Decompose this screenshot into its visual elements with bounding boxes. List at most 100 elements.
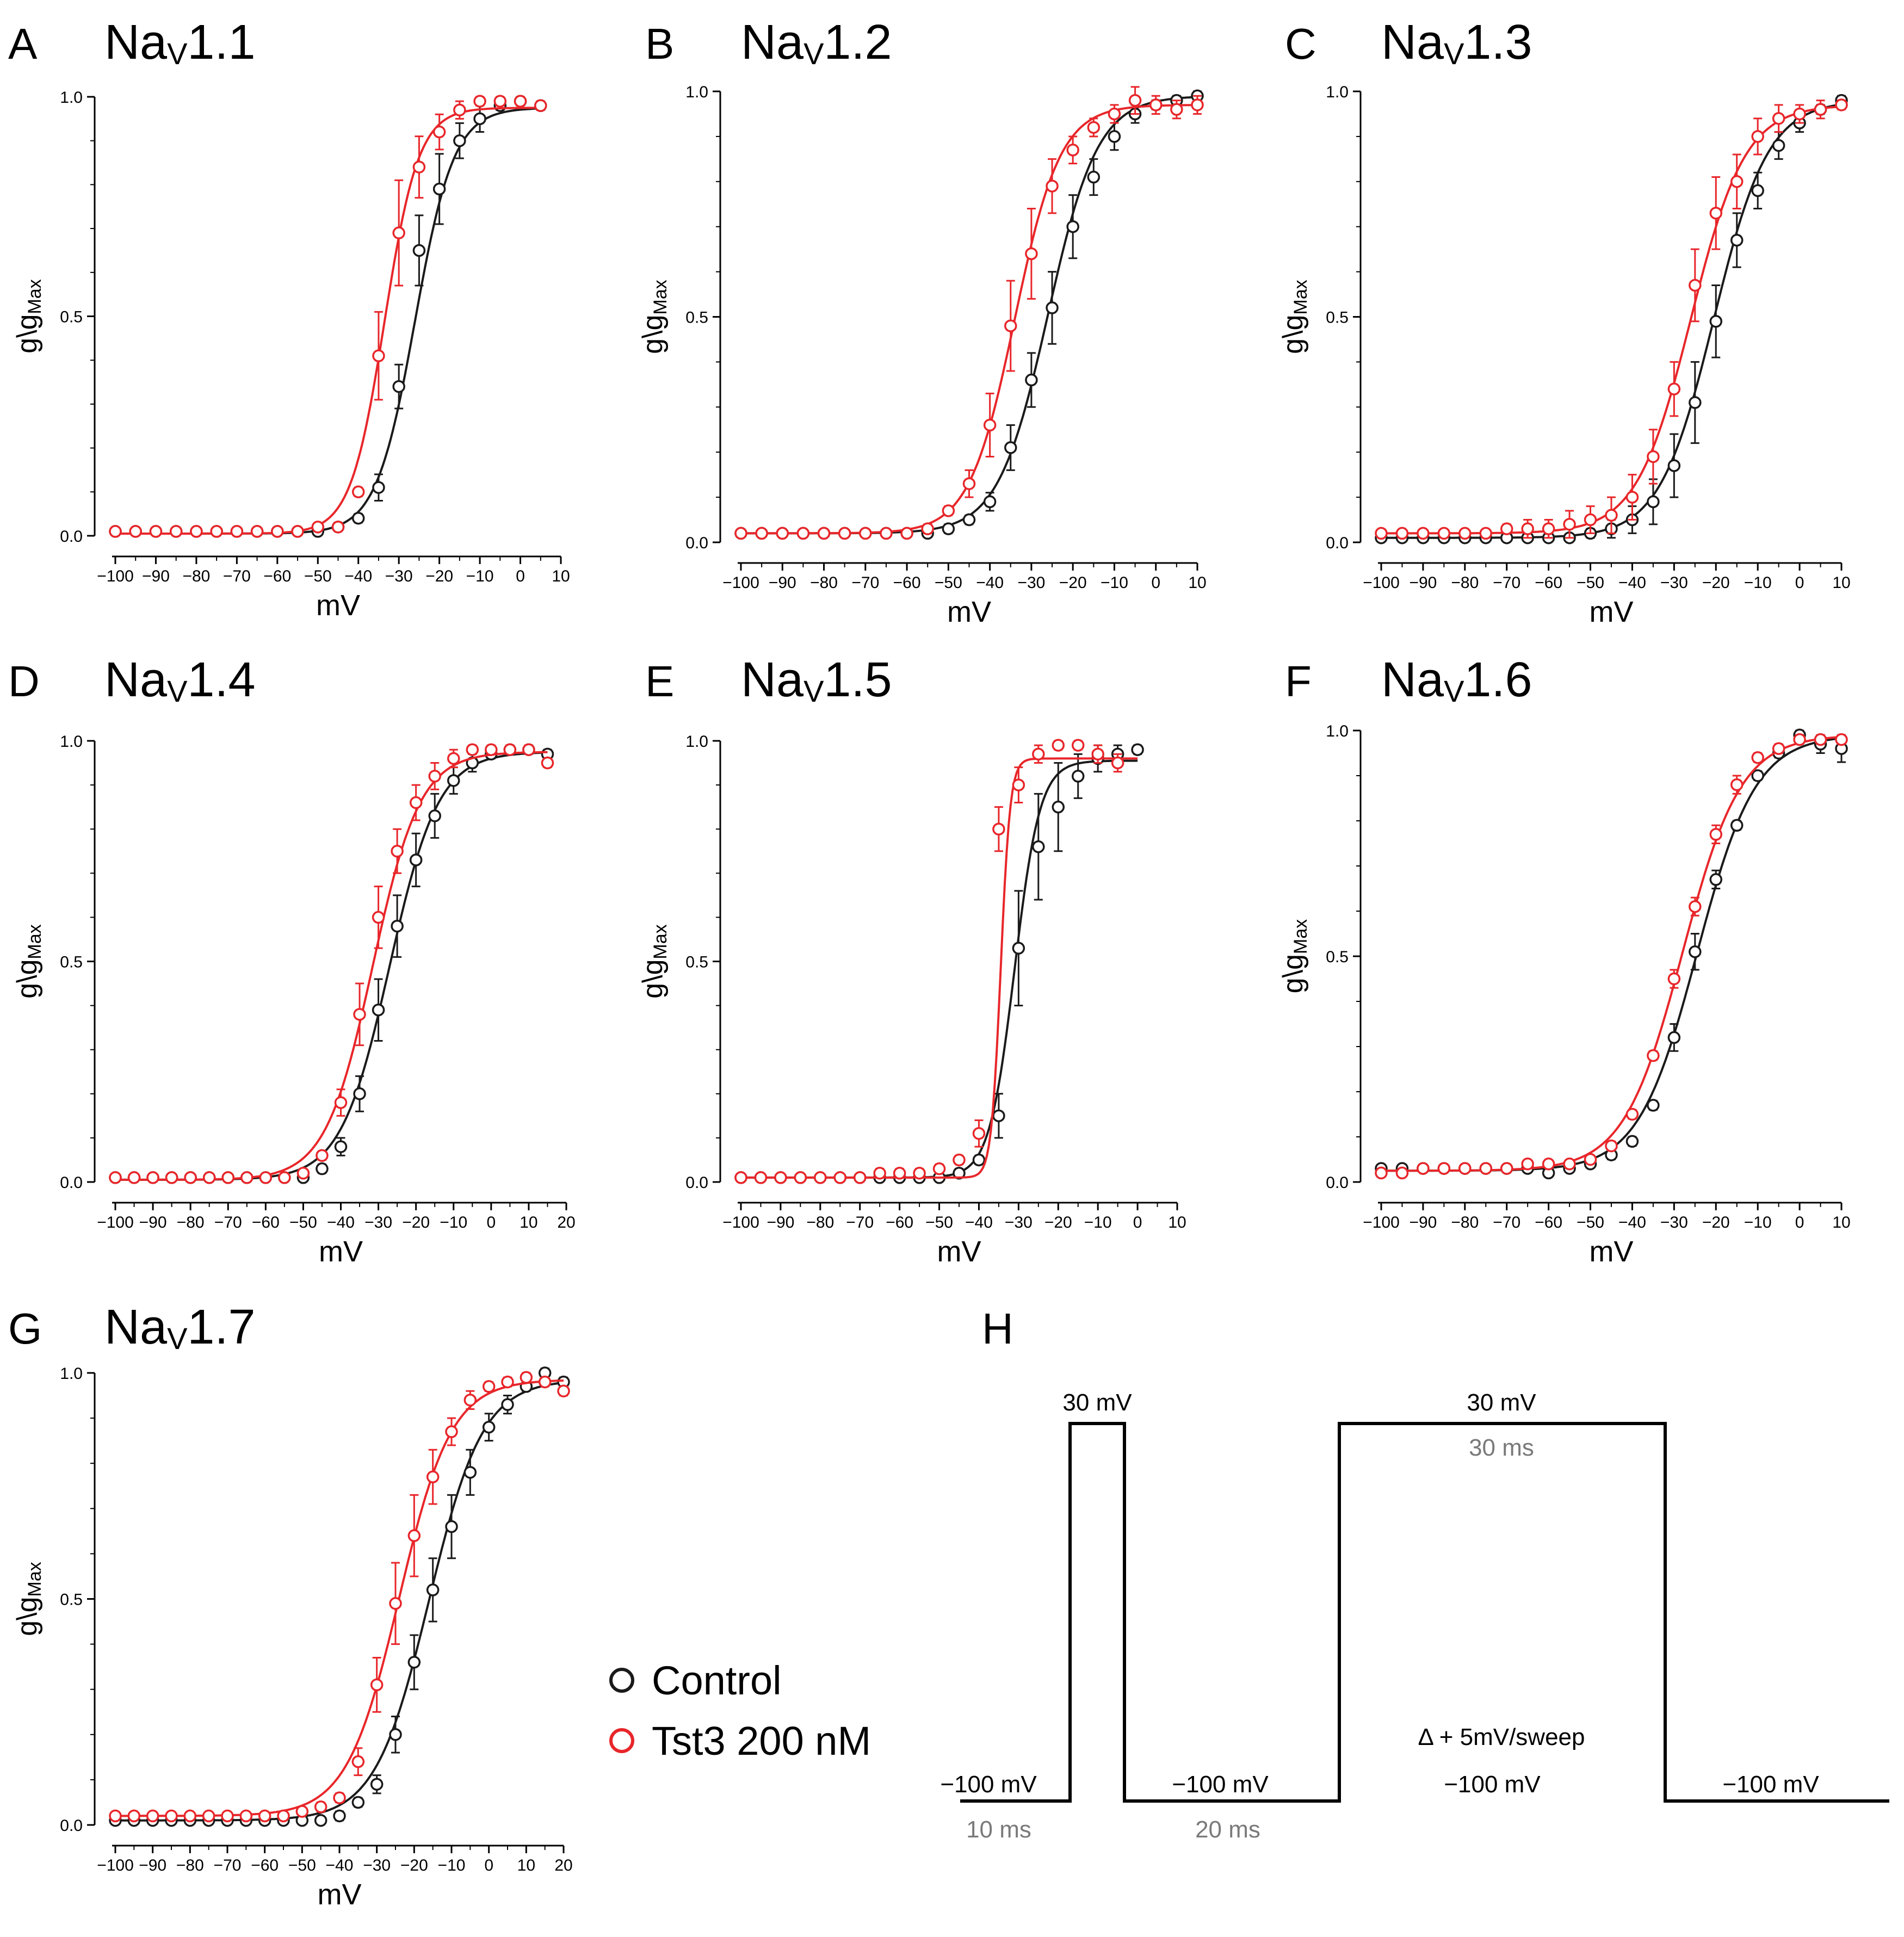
- x-tick-label: −60: [263, 567, 291, 585]
- data-point: [426, 1470, 440, 1483]
- data-point: [295, 1805, 309, 1818]
- data-point: [1012, 942, 1025, 955]
- x-tick-label: 20: [557, 1214, 575, 1231]
- data-point: [169, 525, 183, 538]
- y-axis-label: g\gMax: [11, 924, 45, 999]
- data-point: [463, 1466, 477, 1479]
- panel-title: NaV1.2: [741, 15, 892, 71]
- data-point: [1170, 103, 1183, 116]
- x-tick-label: 0: [1795, 574, 1804, 592]
- data-point: [407, 1529, 421, 1542]
- data-point: [351, 1796, 365, 1809]
- data-point: [311, 521, 325, 534]
- data-point: [1563, 518, 1576, 531]
- data-point: [1605, 509, 1618, 522]
- x-tick-label: −30: [1005, 1214, 1033, 1231]
- data-point: [992, 1109, 1005, 1123]
- data-point: [1647, 495, 1660, 509]
- x-tick-label: −40: [976, 574, 1004, 592]
- data-point: [389, 1728, 402, 1741]
- data-point: [538, 1375, 552, 1389]
- data-point: [453, 134, 466, 147]
- y-tick-label: 1.0: [685, 83, 708, 101]
- data-point: [534, 99, 547, 112]
- data-point: [482, 1380, 496, 1393]
- protocol-duration-10ms: 10 ms: [966, 1816, 1031, 1843]
- data-point: [1751, 130, 1764, 143]
- x-tick-label: −70: [851, 574, 879, 592]
- data-point: [501, 1375, 514, 1389]
- data-point: [202, 1809, 215, 1823]
- y-tick-label: 0.5: [1326, 309, 1349, 327]
- data-point: [1375, 1166, 1388, 1180]
- data-point: [250, 525, 264, 538]
- x-tick-label: −100: [722, 574, 759, 592]
- y-tick-label: 0.5: [1326, 948, 1349, 966]
- protocol-voltage-low-1: −100 mV: [940, 1771, 1037, 1798]
- data-point: [296, 1167, 310, 1180]
- panel-title: NaV1.1: [104, 15, 256, 71]
- data-point: [463, 1394, 477, 1407]
- data-point: [1563, 1158, 1576, 1171]
- data-point: [109, 1171, 122, 1184]
- data-point: [514, 95, 527, 108]
- data-point: [1395, 527, 1409, 540]
- x-tick-label: 10: [1832, 1214, 1850, 1231]
- x-axis-label: mV: [319, 1235, 363, 1268]
- data-point: [1625, 1135, 1639, 1148]
- data-point: [774, 1171, 787, 1184]
- chart-panel-e: E NaV1.5−100 −90 −80 −70 −60 −50 −40 −30 −20 −10 0 1…: [637, 653, 1186, 1268]
- data-point: [210, 525, 223, 538]
- data-point: [1667, 382, 1681, 395]
- y-tick-label: 0.0: [685, 1174, 708, 1192]
- panel-letter: D: [8, 657, 40, 706]
- series-control: [734, 743, 1144, 1184]
- data-point: [127, 1171, 141, 1184]
- legend-tst3-marker: [609, 1728, 634, 1753]
- data-point: [353, 1008, 366, 1021]
- data-point: [392, 226, 405, 239]
- fit-curve: [115, 107, 541, 535]
- data-point: [972, 1127, 986, 1140]
- data-point: [1835, 733, 1848, 746]
- data-point: [1395, 1166, 1409, 1180]
- panel-title: NaV1.5: [741, 653, 892, 708]
- data-point: [1012, 778, 1025, 791]
- x-tick-label: −50: [304, 567, 332, 585]
- y-tick-label: 0.0: [685, 534, 708, 552]
- chart-panel-b: B NaV1.2−100 −90 −80 −70 −60 −50 −40 −30 −20 −10 0 1…: [637, 15, 1207, 628]
- data-point: [407, 1656, 421, 1669]
- data-point: [409, 796, 423, 809]
- x-tick-label: −10: [438, 1856, 466, 1874]
- data-point: [921, 522, 934, 535]
- x-tick-label: −70: [223, 567, 251, 585]
- legend: Control Tst3 200 nM: [609, 1658, 871, 1763]
- data-point: [814, 1171, 827, 1184]
- data-point: [278, 1171, 291, 1184]
- x-axis-label: mV: [316, 589, 360, 622]
- data-point: [1052, 800, 1065, 814]
- x-tick-label: −70: [214, 1214, 242, 1231]
- chart-panel-c: C NaV1.3−100 −90 −80 −70 −60 −50 −40 −30 −20 −10 0 1…: [1277, 15, 1851, 628]
- x-tick-label: 10: [1188, 574, 1206, 592]
- x-tick-label: −100: [722, 1214, 759, 1231]
- series-tst3: [109, 743, 554, 1184]
- y-axis-label: g\gMax: [11, 1562, 45, 1636]
- chart-panels: A NaV1.1−100 −90 −80 −70 −60 −50 −40 −30 −20 −10 0 1…: [8, 15, 1851, 1911]
- x-tick-label: −40: [327, 1214, 355, 1231]
- chart-panel-g: G NaV1.7−100 −90 −80 −70 −60 −50 −40 −30 −20 −10 0 1…: [8, 1300, 573, 1911]
- data-point: [277, 1809, 290, 1823]
- data-point: [1751, 184, 1764, 197]
- data-point: [149, 525, 163, 538]
- data-point: [314, 1814, 327, 1827]
- data-point: [316, 1149, 329, 1162]
- data-point: [1437, 527, 1451, 540]
- y-tick-label: 0.5: [60, 308, 83, 326]
- data-point: [1625, 1107, 1639, 1121]
- data-point: [331, 521, 345, 534]
- data-point: [1814, 103, 1827, 116]
- data-point: [473, 95, 486, 108]
- series-control: [1375, 94, 1848, 544]
- y-tick-label: 1.0: [1326, 83, 1349, 101]
- data-point: [391, 845, 404, 858]
